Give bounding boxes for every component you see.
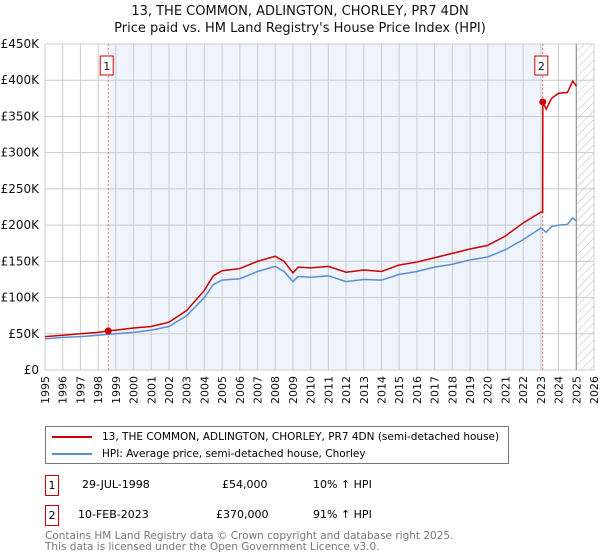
chart-subtitle: Price paid vs. HM Land Registry's House … (114, 21, 486, 36)
sale-marker-label: 2 (538, 60, 545, 73)
x-tick-label: 2010 (305, 376, 318, 404)
sale-point (104, 327, 112, 335)
sale-row: 2 10-FEB-2023 £370,000 91% ↑ HPI (45, 505, 465, 526)
x-tick-label: 2006 (234, 376, 247, 404)
legend-label: HPI: Average price, semi-detached house,… (102, 448, 366, 460)
y-tick-label: £50K (8, 327, 40, 341)
legend-item-property: 13, THE COMMON, ADLINGTON, CHORLEY, PR7 … (52, 429, 499, 445)
x-tick-label: 2011 (322, 376, 335, 404)
property-price-line (44, 79, 577, 338)
x-tick-label: 2007 (252, 376, 265, 404)
footer: Contains HM Land Registry data © Crown c… (45, 531, 453, 553)
x-tick-label: 2021 (499, 376, 512, 404)
x-tick-label: 2003 (181, 376, 194, 404)
x-tick-label: 2022 (517, 376, 530, 404)
y-tick-label: £350K (1, 109, 41, 123)
sale-hpi-change: 91% ↑ HPI (313, 508, 372, 521)
hpi-line (44, 216, 577, 340)
y-tick-label: £150K (1, 254, 41, 268)
x-tick-label: 2008 (269, 376, 282, 404)
y-tick-label: £400K (1, 73, 41, 87)
y-tick-label: £250K (1, 182, 41, 196)
x-tick-label: 2025 (570, 376, 583, 404)
x-tick-label: 2015 (393, 376, 406, 404)
footer-licence: This data is licensed under the Open Gov… (45, 541, 380, 553)
y-tick-label: £450K (1, 37, 41, 51)
x-tick-label: 1995 (39, 376, 52, 404)
chart-title: 13, THE COMMON, ADLINGTON, CHORLEY, PR7 … (131, 4, 469, 19)
sale-marker-badge: 1 (45, 475, 59, 496)
x-tick-label: 2020 (482, 376, 495, 404)
sale-marker-badge: 2 (45, 505, 59, 526)
x-tick-label: 1996 (57, 376, 70, 404)
x-tick-label: 2018 (446, 376, 459, 404)
forecast-hatch (576, 44, 594, 370)
ownership-period-band (108, 44, 543, 370)
legend: 13, THE COMMON, ADLINGTON, CHORLEY, PR7 … (45, 426, 509, 464)
x-tick-label: 2014 (375, 376, 388, 404)
x-tick-label: 1999 (110, 376, 123, 404)
price-chart: 1995 1996 1997 1998 1999 2000 2001 2002 2003 2004… (1, 37, 600, 404)
x-tick-label: 2012 (340, 376, 353, 404)
legend-item-hpi: HPI: Average price, semi-detached house,… (52, 446, 366, 462)
sale-point (539, 98, 547, 106)
y-tick-label: £100K (1, 291, 41, 305)
x-tick-label: 2002 (163, 376, 176, 404)
footer-copyright: Contains HM Land Registry data © Crown c… (45, 530, 454, 542)
sale-row: 1 29-JUL-1998 £54,000 10% ↑ HPI (45, 475, 465, 496)
x-tick-label: 2001 (145, 376, 158, 404)
y-tick-label: £0 (24, 363, 39, 377)
sale-marker-box (534, 55, 549, 76)
x-tick-label: 2013 (358, 376, 371, 404)
x-tick-label: 2017 (429, 376, 442, 404)
sale-date: 29-JUL-1998 (82, 478, 150, 491)
y-tick-label: £200K (1, 218, 41, 232)
sale-marker-box (99, 55, 114, 76)
x-tick-label: 1997 (74, 376, 87, 404)
y-tick-label: £300K (1, 146, 41, 160)
sale-price: £370,000 (216, 508, 269, 521)
sale-marker-label: 1 (103, 60, 110, 73)
x-tick-label: 2009 (287, 376, 300, 404)
x-tick-label: 2016 (411, 376, 424, 404)
x-tick-label: 2023 (535, 376, 548, 404)
legend-label: 13, THE COMMON, ADLINGTON, CHORLEY, PR7 … (102, 431, 500, 443)
sale-date: 10-FEB-2023 (78, 508, 149, 521)
x-tick-label: 2005 (216, 376, 229, 404)
x-tick-label: 2000 (128, 376, 141, 404)
x-tick-label: 2004 (198, 376, 211, 404)
x-tick-label: 2026 (588, 376, 600, 404)
x-tick-label: 2019 (464, 376, 477, 404)
sale-price: £54,000 (222, 478, 268, 491)
sale-hpi-change: 10% ↑ HPI (313, 478, 372, 491)
x-tick-label: 2024 (553, 376, 566, 404)
x-tick-label: 1998 (92, 376, 105, 404)
